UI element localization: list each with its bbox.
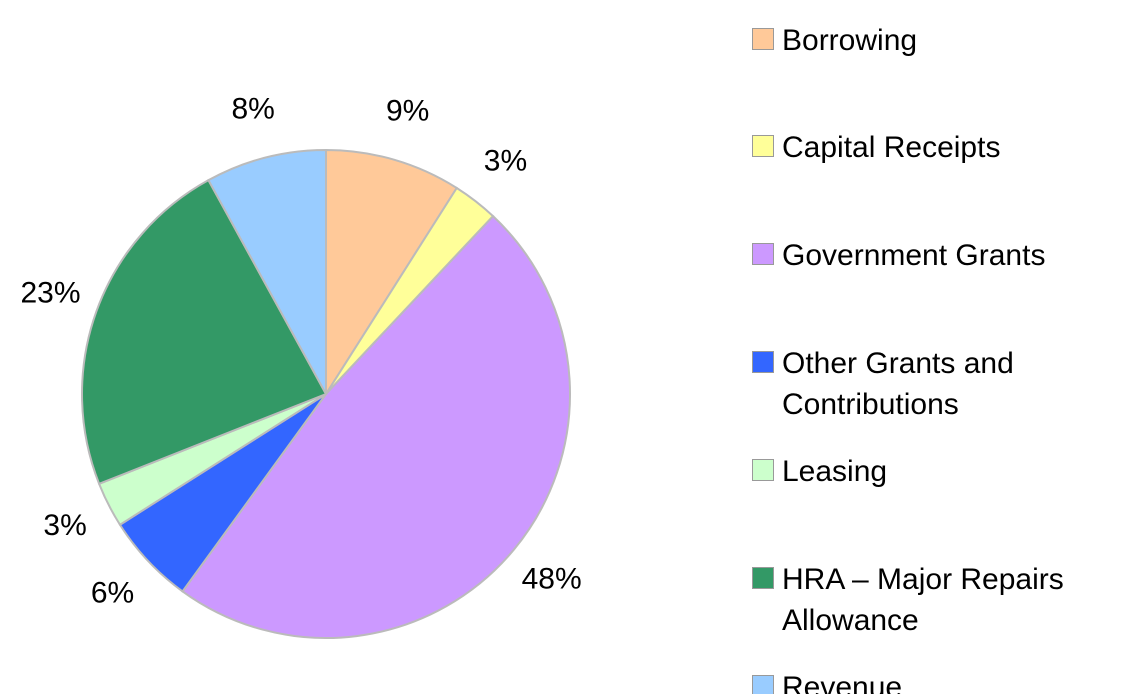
data-label: 6% bbox=[91, 576, 134, 609]
pie-slice bbox=[181, 214, 571, 639]
data-label: 9% bbox=[386, 95, 429, 128]
legend-item: Revenue bbox=[752, 667, 1132, 694]
legend-label: Other Grants and Contributions bbox=[782, 347, 1014, 421]
legend-swatch bbox=[752, 459, 774, 481]
legend-item: HRA – Major Repairs Allowance bbox=[752, 559, 1132, 641]
legend-swatch bbox=[752, 28, 774, 50]
legend-item: Other Grants and Contributions bbox=[752, 343, 1132, 425]
legend-swatch bbox=[752, 135, 774, 157]
pie-slice bbox=[325, 148, 459, 398]
legend-label: HRA – Major Repairs Allowance bbox=[782, 563, 1064, 637]
pie-slice bbox=[81, 178, 328, 486]
legend-label: Revenue bbox=[782, 671, 903, 694]
legend-item: Capital Receipts bbox=[752, 127, 1132, 168]
pie-slice bbox=[207, 148, 327, 395]
legend-label: Borrowing bbox=[782, 24, 918, 57]
data-label: 23% bbox=[20, 277, 80, 310]
data-label: 8% bbox=[232, 92, 275, 125]
pie-area: 9% 3% 48% 6% 3% 23% 8% bbox=[20, 92, 582, 639]
legend-swatch bbox=[752, 351, 774, 373]
legend-label: Leasing bbox=[782, 455, 888, 488]
legend-swatch bbox=[752, 567, 774, 589]
legend-swatch bbox=[752, 243, 774, 265]
legend-label: Government Grants bbox=[782, 239, 1046, 272]
data-label: 3% bbox=[484, 145, 527, 178]
legend-item: Government Grants bbox=[752, 235, 1132, 276]
legend-item: Borrowing bbox=[752, 20, 1132, 61]
legend-item: Leasing bbox=[752, 451, 1132, 492]
data-label: 3% bbox=[43, 509, 86, 542]
data-label: 48% bbox=[522, 563, 582, 596]
legend-swatch bbox=[752, 675, 774, 694]
legend-label: Capital Receipts bbox=[782, 131, 1001, 164]
